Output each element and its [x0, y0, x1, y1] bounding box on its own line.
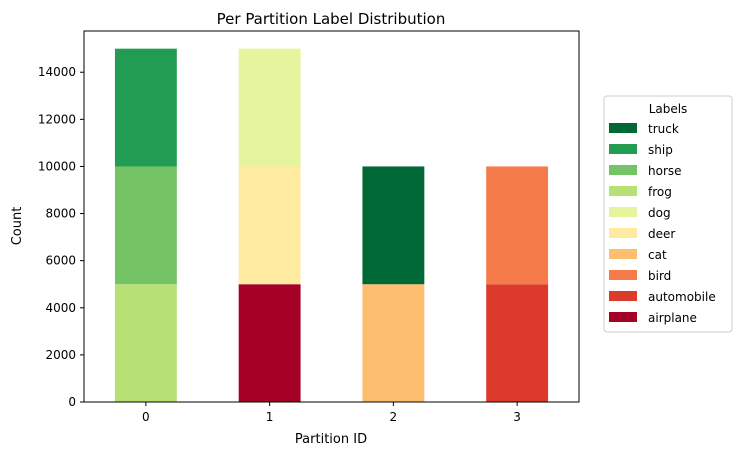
legend-label-cat: cat: [648, 248, 667, 262]
legend-swatch-ship: [609, 144, 637, 154]
bar-segment-dog-partition-1: [238, 48, 301, 167]
bar-segment-bird-partition-3: [486, 166, 549, 285]
axes-group: 0 2000 4000 6000 8000 10000 12000 14000 0 1 2 3: [38, 30, 580, 424]
x-tick-label: 1: [266, 410, 274, 424]
legend-label-truck: truck: [648, 122, 679, 136]
y-tick-label: 8000: [45, 207, 76, 221]
legend-title: Labels: [649, 102, 688, 116]
y-tick-label: 2000: [45, 348, 76, 362]
y-tick-label: 4000: [45, 301, 76, 315]
legend-swatch-airplane: [609, 312, 637, 322]
legend-label-ship: ship: [648, 143, 673, 157]
y-tick-label: 10000: [38, 159, 76, 173]
x-tick-label: 0: [142, 410, 150, 424]
bar-segment-ship-partition-0: [114, 48, 177, 167]
legend-label-airplane: airplane: [648, 311, 697, 325]
legend-swatch-bird: [609, 270, 637, 280]
bar-segment-deer-partition-1: [238, 166, 301, 285]
legend-label-automobile: automobile: [648, 290, 716, 304]
y-tick-label: 6000: [45, 254, 76, 268]
bar-segment-truck-partition-2: [362, 166, 425, 285]
bars-group: [114, 48, 549, 402]
chart-title: Per Partition Label Distribution: [217, 10, 446, 28]
y-axis-label: Count: [10, 207, 25, 246]
legend-label-bird: bird: [648, 269, 671, 283]
legend-swatch-truck: [609, 123, 637, 133]
bar-segment-airplane-partition-1: [238, 284, 301, 402]
bar-segment-cat-partition-2: [362, 284, 425, 402]
x-axis-label: Partition ID: [295, 432, 367, 447]
legend-swatch-deer: [609, 228, 637, 238]
legend: Labels truck ship horse frog dog deer cat bird au…: [603, 95, 733, 333]
y-tick-label: 14000: [38, 65, 76, 79]
legend-label-horse: horse: [648, 164, 682, 178]
y-tick-label: 0: [68, 395, 76, 409]
x-tick-label: 3: [513, 410, 521, 424]
legend-label-dog: dog: [648, 206, 671, 220]
x-tick-label: 2: [390, 410, 398, 424]
legend-swatch-frog: [609, 186, 637, 196]
legend-swatch-dog: [609, 207, 637, 217]
legend-label-frog: frog: [648, 185, 672, 199]
legend-swatch-cat: [609, 249, 637, 259]
bar-segment-frog-partition-0: [114, 284, 177, 402]
plot-frame: [83, 30, 580, 403]
bar-segment-automobile-partition-3: [486, 284, 549, 402]
y-tick-label: 12000: [38, 112, 76, 126]
bar-segment-horse-partition-0: [114, 166, 177, 285]
legend-swatch-horse: [609, 165, 637, 175]
legend-label-deer: deer: [648, 227, 675, 241]
legend-swatch-automobile: [609, 291, 637, 301]
